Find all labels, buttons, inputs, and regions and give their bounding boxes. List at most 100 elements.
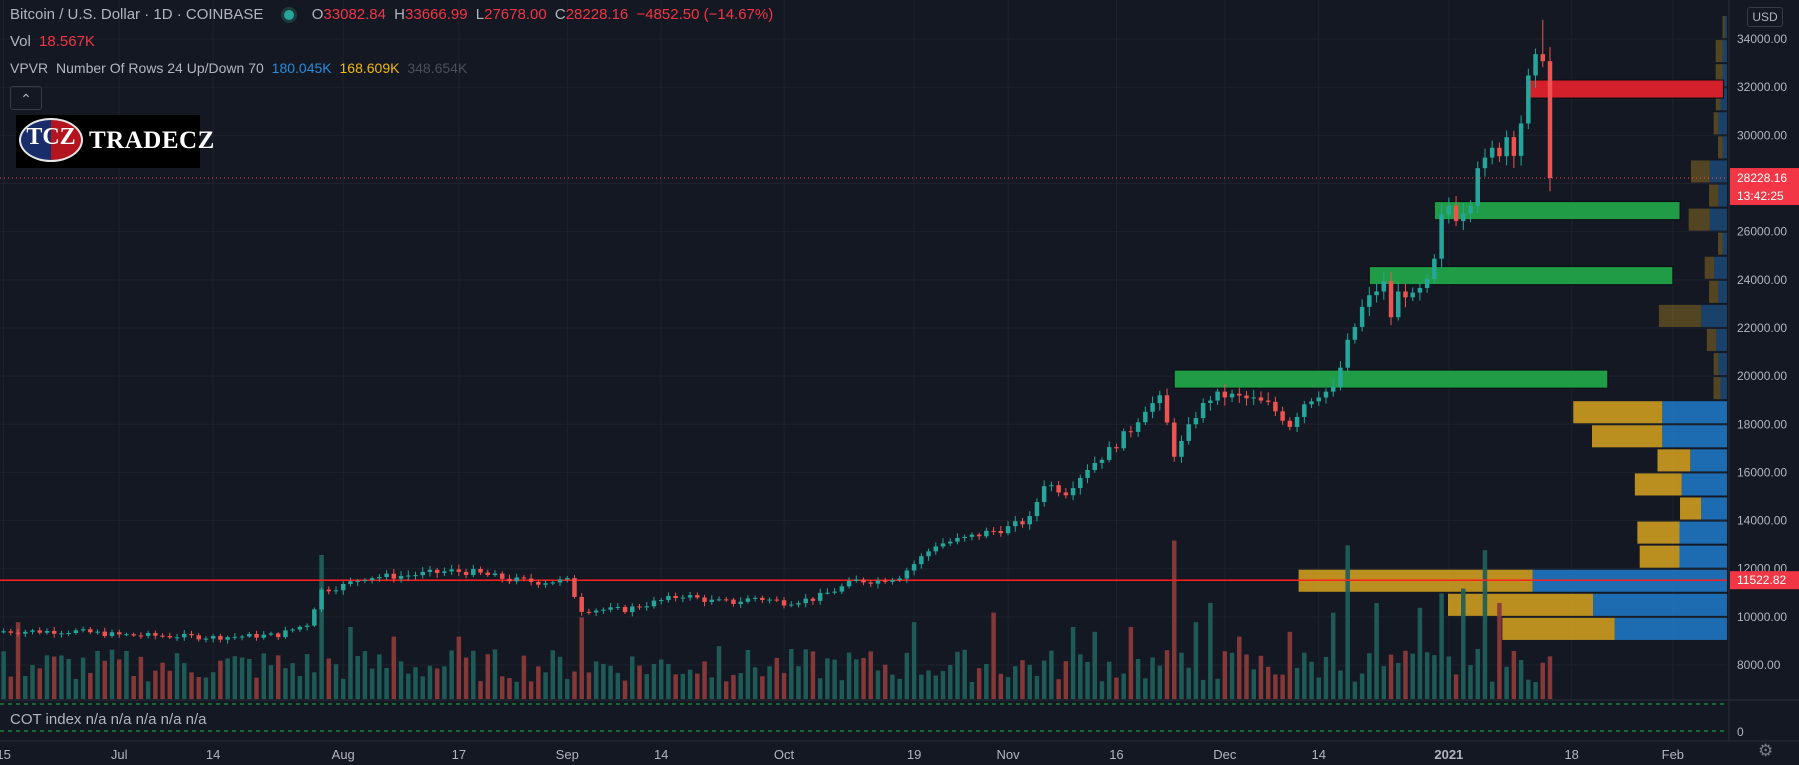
logo-mark: TCZ	[26, 124, 76, 150]
legend-volume: Vol 18.567K	[10, 33, 99, 50]
candle-body	[341, 583, 346, 591]
price-tick-label: 14000.00	[1737, 514, 1787, 528]
volume-bar	[131, 675, 136, 699]
volume-bar	[377, 654, 382, 699]
candle-body	[1410, 292, 1415, 298]
price-tick-label: 16000.00	[1737, 465, 1787, 479]
candle-body	[1330, 386, 1336, 392]
volume-bar	[789, 648, 794, 699]
vol-value: 18.567K	[39, 33, 95, 50]
volume-bar	[1424, 652, 1430, 699]
volume-bar	[919, 674, 924, 699]
volume-bar	[116, 659, 122, 699]
candle-body	[1446, 205, 1452, 215]
candle-body	[651, 600, 657, 607]
price-tick-label: 20000.00	[1737, 369, 1787, 383]
vp-down-bar	[1657, 449, 1691, 472]
candle-body	[680, 597, 686, 599]
candle-body	[384, 573, 389, 578]
candle-body	[499, 573, 505, 579]
candle-body	[456, 569, 462, 572]
vpvr-label[interactable]: VPVR	[10, 60, 49, 76]
candle-body	[1063, 492, 1069, 496]
candle-body	[1020, 521, 1025, 525]
candle-body	[984, 530, 989, 537]
volume-bar	[622, 680, 628, 699]
cot-label[interactable]: COT index	[10, 711, 82, 728]
candle-body	[1208, 400, 1213, 403]
symbol-title[interactable]: Bitcoin / U.S. Dollar · 1D · COINBASE	[10, 6, 264, 23]
volume-bar	[485, 654, 491, 699]
price-axis[interactable]: 8000.0010000.0012000.0014000.0016000.001…	[1730, 32, 1799, 672]
candle-body	[116, 632, 122, 635]
volume-bar	[341, 678, 346, 699]
support-price-badge	[1730, 571, 1799, 590]
gear-icon[interactable]: ⚙	[1758, 741, 1774, 760]
candle-body	[1200, 402, 1206, 419]
volume-bar	[1063, 661, 1069, 699]
candle-body	[131, 634, 136, 636]
vp-down-bar	[1448, 593, 1594, 616]
volume-bar	[897, 678, 902, 699]
volume-bar	[991, 612, 996, 699]
volume-bar	[1338, 670, 1343, 699]
candle-body	[406, 575, 411, 577]
candle-body	[593, 610, 599, 613]
vp-down-bar	[1718, 232, 1723, 255]
candle-body	[268, 633, 274, 635]
candle-body	[333, 590, 339, 592]
price-tick-label: 34000.00	[1737, 32, 1787, 46]
vp-down-bar	[1709, 184, 1719, 207]
volume-bar	[348, 627, 353, 699]
volume-bar	[369, 668, 375, 699]
volume-bar	[478, 681, 483, 699]
time-tick-label: Aug	[332, 747, 355, 762]
collapse-legend-button[interactable]: ⌃	[10, 86, 42, 110]
vol-label[interactable]: Vol	[10, 33, 31, 50]
volume-bar	[1432, 655, 1437, 699]
candle-body	[579, 596, 584, 612]
volume-bar	[1005, 677, 1011, 699]
vp-up-bar	[1718, 280, 1727, 303]
volume-bar	[601, 663, 606, 699]
candle-body	[23, 631, 28, 634]
volume-bar	[88, 672, 93, 699]
volume-bar	[933, 675, 939, 699]
candle-body	[1121, 431, 1126, 449]
candle-body	[911, 564, 917, 571]
time-tick-label: 19	[907, 747, 921, 762]
candle-body	[348, 581, 353, 584]
open-label: O	[311, 6, 324, 23]
candle-body	[413, 575, 418, 577]
time-tick-label: Dec	[1213, 747, 1237, 762]
volume-bar	[796, 666, 801, 699]
candle-body	[283, 630, 288, 638]
candle-body	[434, 569, 440, 573]
candle-body	[1, 631, 6, 633]
volume-bar	[1135, 658, 1141, 699]
candle-body	[723, 599, 729, 601]
chart-grid	[0, 0, 1799, 742]
volume-bar	[124, 650, 129, 699]
vp-down-bar	[1573, 401, 1663, 424]
volume-bar	[536, 666, 541, 699]
candle-body	[1034, 502, 1040, 517]
candle-body	[1172, 422, 1177, 457]
vp-up-bar	[1722, 136, 1727, 159]
candle-body	[239, 636, 245, 638]
volume-bar	[196, 676, 201, 699]
candle-body	[514, 577, 519, 582]
candle-body	[817, 592, 823, 601]
close-label: C	[554, 6, 566, 23]
currency-selector[interactable]: USD	[1747, 7, 1783, 27]
volume-bar	[51, 656, 57, 699]
volume-bar	[774, 657, 780, 699]
candle-body	[167, 636, 173, 638]
vp-down-bar	[1715, 64, 1723, 87]
candle-body	[1461, 213, 1466, 222]
vp-down-bar	[1688, 208, 1710, 231]
volume-bar	[760, 676, 765, 699]
candle-body	[637, 606, 642, 608]
time-axis[interactable]: 15 Jul 14 Aug 17 Sep 14 Oct 19 Nov 16 Dec 14 2021 18 Fe…	[0, 747, 1684, 762]
